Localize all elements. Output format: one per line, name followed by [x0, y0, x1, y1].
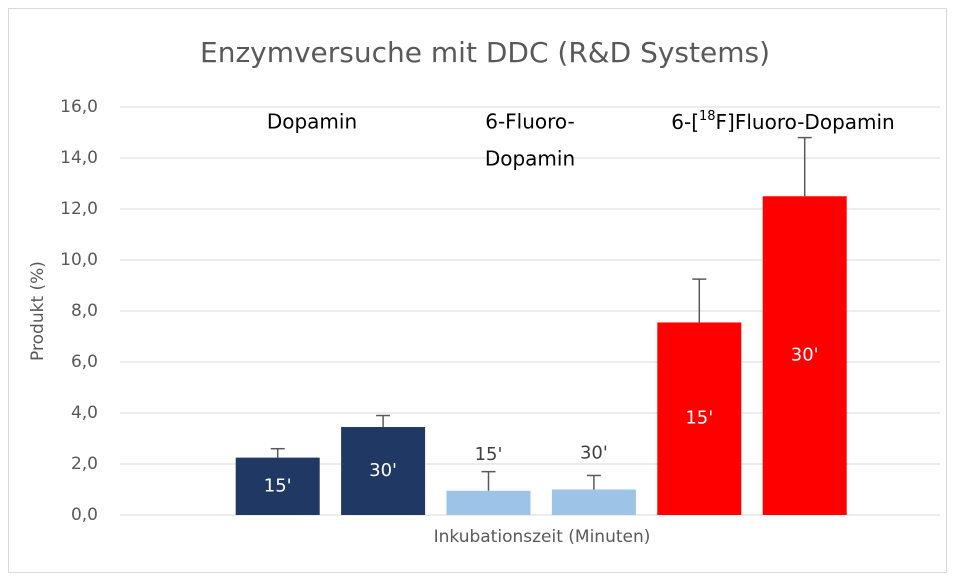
bar — [762, 196, 847, 515]
x-axis-label: Inkubationszeit (Minuten) — [434, 527, 651, 547]
bar — [446, 490, 531, 515]
group-label: Dopamin — [267, 110, 357, 134]
group-label-sup: 18 — [699, 109, 716, 124]
bar-label: 30' — [791, 345, 819, 366]
bar-label: 15' — [475, 444, 503, 465]
y-tick-label: 6,0 — [71, 352, 98, 372]
y-tick-label: 12,0 — [60, 199, 98, 219]
y-tick-label: 8,0 — [71, 301, 98, 321]
bar-label: 15' — [264, 475, 292, 496]
group-label: 6-[18F]Fluoro-Dopamin — [671, 109, 895, 134]
group-label: 6-Fluoro- — [485, 110, 575, 134]
bar — [551, 489, 636, 515]
chart-title: Enzymversuche mit DDC (R&D Systems) — [200, 36, 770, 69]
bar — [341, 427, 426, 515]
bar-label: 15' — [685, 408, 713, 429]
group-label-part: 6-[ — [671, 110, 699, 134]
bar — [235, 457, 320, 515]
y-tick-label: 0,0 — [71, 505, 98, 525]
y-tick-label: 16,0 — [60, 97, 98, 117]
y-tick-label: 2,0 — [71, 454, 98, 474]
y-tick-label: 14,0 — [60, 148, 98, 168]
group-label-part: F]Fluoro-Dopamin — [716, 110, 895, 134]
y-tick-label: 10,0 — [60, 250, 98, 270]
bar-label: 30' — [580, 443, 608, 464]
y-tick-label: 4,0 — [71, 403, 98, 423]
group-label: Dopamin — [485, 147, 575, 171]
y-axis-label: Produkt (%) — [28, 261, 48, 361]
bar-label: 30' — [369, 460, 397, 481]
bar — [657, 322, 742, 515]
